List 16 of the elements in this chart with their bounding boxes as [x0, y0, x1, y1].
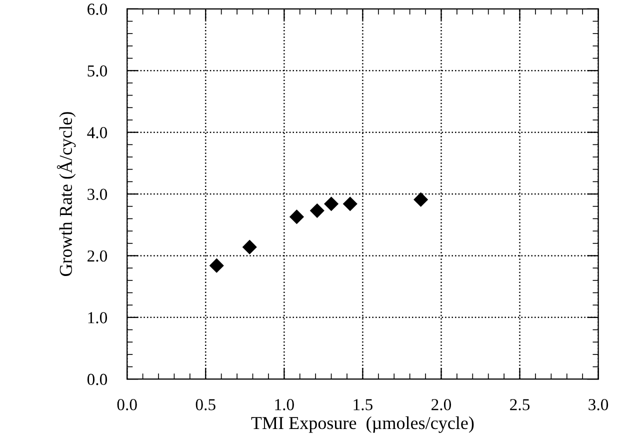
- y-tick-label: 0.0: [87, 374, 108, 386]
- x-tick-label: 1.5: [354, 399, 372, 410]
- y-tick-label: 5.0: [88, 65, 108, 77]
- x-axis-title: TMI Exposure (µmoles/cycle): [251, 416, 474, 433]
- y-tick-label: 6.0: [88, 4, 108, 15]
- y-tick-label: 4.0: [87, 127, 108, 138]
- x-tick-label: 0.0: [117, 399, 137, 410]
- x-tick-label: 3.0: [588, 399, 608, 410]
- y-tick-label: 3.0: [88, 188, 108, 200]
- x-tick-label: 1.0: [275, 399, 294, 410]
- y-tick-label: 2.0: [88, 250, 108, 262]
- y-axis-title: Growth Rate (Å/cycle): [56, 112, 76, 276]
- x-tick-label: 0.5: [196, 399, 216, 410]
- x-tick-label: 2.5: [510, 399, 530, 410]
- x-tick-label: 2.0: [432, 399, 452, 410]
- y-tick-label: 1.0: [88, 312, 108, 324]
